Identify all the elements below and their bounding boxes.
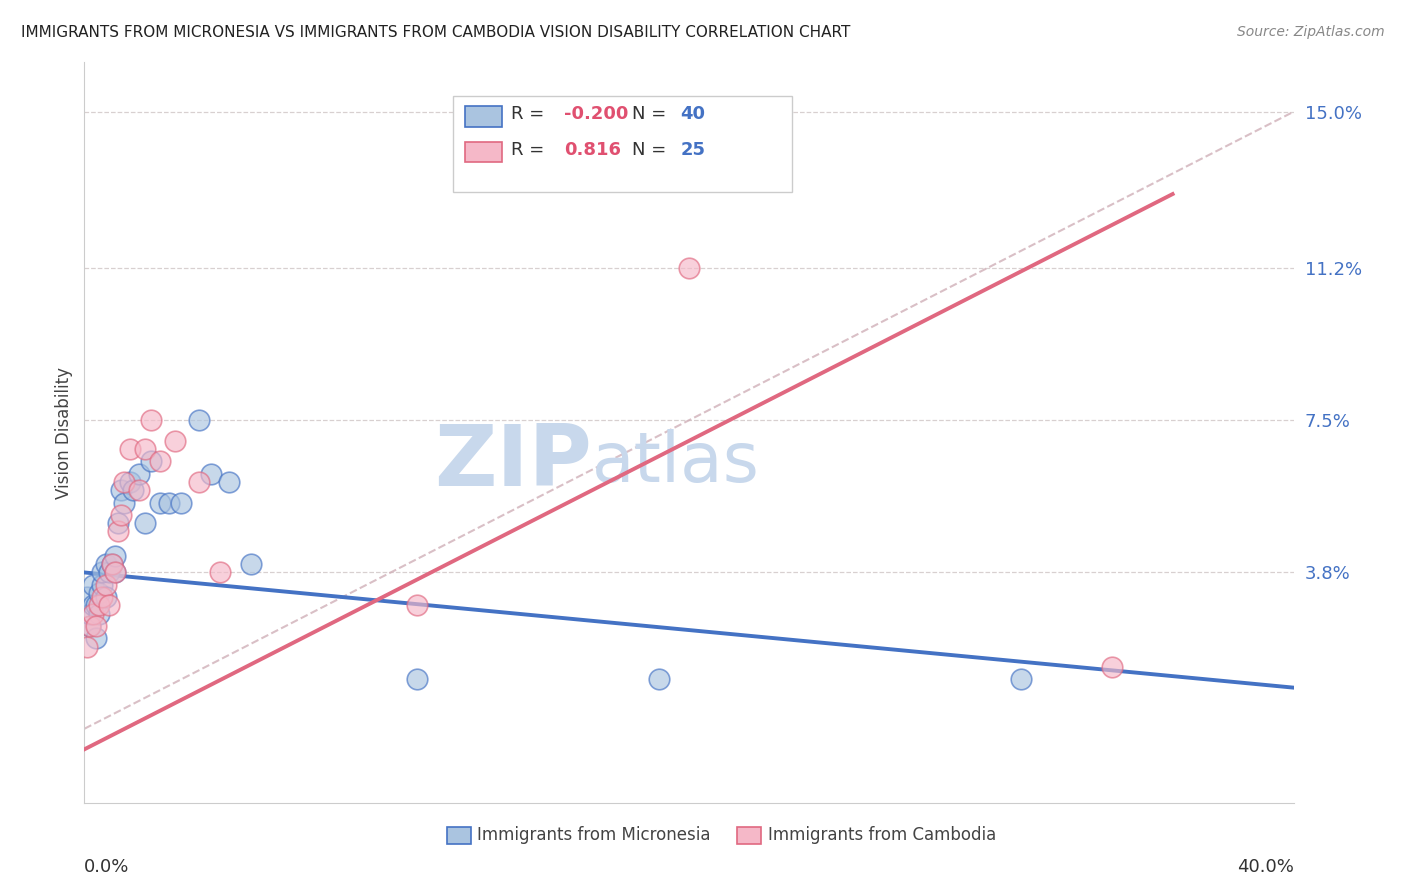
Point [91, 566, 114, 580]
Text: N =: N = [633, 141, 672, 159]
Point [165, 434, 187, 448]
Point [188, 475, 211, 489]
Point [170, 495, 193, 509]
Point [94, 558, 117, 572]
Point [139, 413, 162, 427]
Text: 40: 40 [681, 105, 706, 123]
Point [82, 578, 104, 592]
Point [678, 261, 700, 276]
Point [110, 483, 132, 498]
Text: R =: R = [512, 105, 550, 123]
Point [100, 558, 122, 572]
Text: atlas: atlas [592, 429, 761, 496]
Point [128, 467, 150, 481]
Point [112, 475, 135, 489]
Y-axis label: Vision Disability: Vision Disability [55, 367, 73, 499]
Point [79, 619, 101, 633]
Text: IMMIGRANTS FROM MICRONESIA VS IMMIGRANTS FROM CAMBODIA VISION DISABILITY CORRELA: IMMIGRANTS FROM MICRONESIA VS IMMIGRANTS… [21, 25, 851, 40]
Text: Source: ZipAtlas.com: Source: ZipAtlas.com [1237, 25, 1385, 39]
Point [112, 495, 135, 509]
Point [89, 599, 111, 613]
Point [104, 549, 127, 563]
Point [76, 640, 98, 654]
Point [107, 516, 129, 530]
Text: Immigrants from Cambodia: Immigrants from Cambodia [768, 826, 995, 845]
Point [82, 607, 104, 621]
Point [149, 454, 172, 468]
Point [91, 590, 114, 604]
Point [79, 619, 101, 633]
Point [1011, 673, 1033, 687]
Point [239, 558, 262, 572]
FancyBboxPatch shape [453, 95, 792, 192]
Point [89, 586, 111, 600]
Point [118, 442, 141, 456]
Point [94, 578, 117, 592]
Point [97, 566, 120, 580]
Point [110, 508, 132, 522]
Point [79, 607, 101, 621]
Point [188, 413, 211, 427]
Point [86, 619, 108, 633]
Point [134, 516, 156, 530]
Text: Immigrants from Micronesia: Immigrants from Micronesia [478, 826, 711, 845]
Bar [465, 142, 502, 162]
Point [218, 475, 240, 489]
Text: 25: 25 [681, 141, 706, 159]
Point [89, 607, 111, 621]
Point [200, 467, 222, 481]
Text: N =: N = [633, 105, 672, 123]
Point [139, 454, 162, 468]
Point [467, 104, 489, 119]
Point [121, 483, 143, 498]
Point [107, 524, 129, 539]
Point [76, 590, 98, 604]
Point [97, 599, 120, 613]
Point [134, 442, 156, 456]
Point [406, 599, 429, 613]
Point [104, 566, 127, 580]
Point [100, 558, 122, 572]
Bar [737, 827, 762, 844]
Point [86, 632, 108, 646]
Point [209, 566, 232, 580]
Bar [447, 827, 471, 844]
Text: R =: R = [512, 141, 555, 159]
Point [118, 475, 141, 489]
Point [94, 590, 117, 604]
Point [149, 495, 172, 509]
Point [104, 566, 127, 580]
Text: 0.816: 0.816 [564, 141, 621, 159]
Bar [465, 106, 502, 127]
Text: ZIP: ZIP [434, 421, 592, 504]
Point [128, 483, 150, 498]
Point [86, 599, 108, 613]
Text: -0.200: -0.200 [564, 105, 628, 123]
Point [157, 495, 180, 509]
Text: 0.0%: 0.0% [84, 858, 129, 876]
Point [648, 673, 671, 687]
Text: 40.0%: 40.0% [1237, 858, 1294, 876]
Point [1101, 660, 1123, 674]
Point [82, 599, 104, 613]
Point [406, 673, 429, 687]
Point [91, 578, 114, 592]
